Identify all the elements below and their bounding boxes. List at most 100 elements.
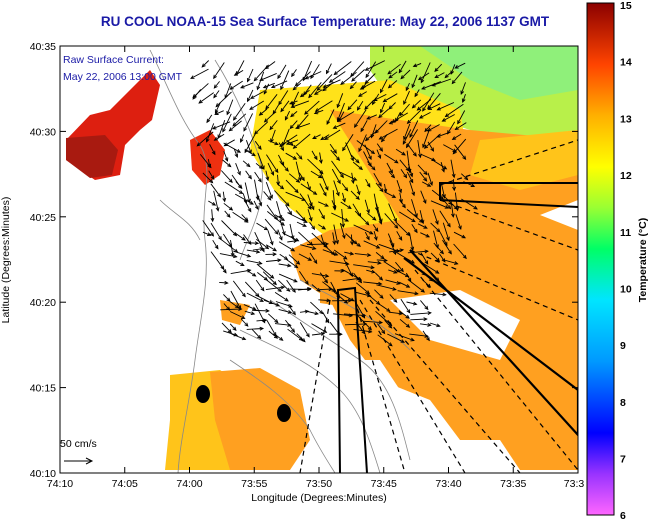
current-vector-head <box>392 250 397 256</box>
current-vector-head <box>421 86 426 90</box>
current-vector <box>277 64 287 79</box>
current-vector-head <box>417 76 423 81</box>
current-vector <box>384 319 392 329</box>
current-vector <box>366 269 375 273</box>
current-vector <box>440 161 445 172</box>
current-vector <box>427 124 440 132</box>
current-vector <box>277 229 283 240</box>
current-vector-head <box>347 298 353 303</box>
current-vector-head <box>298 176 302 182</box>
current-vector <box>277 174 279 185</box>
current-vector <box>244 182 251 203</box>
station-marker-2[interactable] <box>277 404 291 422</box>
current-vector-head <box>301 217 306 222</box>
radar-lines <box>299 139 578 473</box>
current-vector <box>399 103 410 116</box>
current-vector-head <box>388 324 393 329</box>
current-vector <box>232 280 246 297</box>
current-vector <box>213 190 219 211</box>
current-vector <box>243 242 259 244</box>
current-vector-head <box>289 142 294 147</box>
current-vector-head <box>424 305 429 311</box>
current-vector-head <box>241 236 246 241</box>
current-vector-head <box>434 67 439 73</box>
current-vector <box>311 273 329 277</box>
current-vector-head <box>434 220 439 225</box>
current-vector <box>450 159 455 178</box>
current-vector-head <box>277 258 282 263</box>
current-vector <box>306 243 329 246</box>
current-vector <box>257 152 265 170</box>
current-vector <box>256 238 269 249</box>
current-vector <box>350 61 365 77</box>
current-vector <box>274 334 283 341</box>
current-vector <box>210 183 221 197</box>
current-vector <box>246 269 256 277</box>
current-vector <box>234 232 246 241</box>
current-vector <box>420 62 431 83</box>
current-vector-head <box>361 313 367 318</box>
current-vector <box>274 323 291 326</box>
current-vector <box>413 62 422 67</box>
current-vector <box>365 129 378 141</box>
current-vector <box>406 129 418 148</box>
current-vector-head <box>365 290 371 295</box>
current-vector-head <box>344 187 349 192</box>
current-vector-head <box>257 145 262 151</box>
current-vector-head <box>429 181 433 186</box>
current-vector <box>299 193 312 210</box>
current-vector <box>399 281 410 288</box>
current-vector-head <box>295 260 301 265</box>
current-vector-head <box>355 159 360 164</box>
current-vector <box>444 71 453 78</box>
current-vector-head <box>241 315 246 319</box>
current-vector-head <box>391 174 396 179</box>
current-vector <box>284 233 299 242</box>
current-vector <box>208 170 215 180</box>
current-vector-head <box>236 149 241 153</box>
current-vector-head <box>420 288 425 293</box>
current-vector-head <box>213 94 218 99</box>
current-vector-head <box>402 140 407 145</box>
current-vector-head <box>280 85 284 91</box>
current-vector <box>406 272 412 282</box>
current-vector-head <box>406 309 411 314</box>
current-vector-head <box>451 79 456 85</box>
map-plot-area[interactable] <box>60 46 578 473</box>
current-vector-head <box>439 195 444 200</box>
current-vector-head <box>347 205 352 210</box>
current-vector <box>422 279 431 288</box>
current-vector-head <box>371 166 376 171</box>
current-vector <box>282 128 290 146</box>
current-vector-head <box>416 106 421 111</box>
current-vector <box>243 199 252 212</box>
current-vector <box>384 213 398 229</box>
current-vector-head <box>409 178 414 184</box>
colorbar-tick-label: 14 <box>620 57 632 69</box>
current-vector-head <box>254 241 260 246</box>
current-vector-head <box>350 241 354 246</box>
current-vector-head <box>439 250 444 255</box>
current-vector-head <box>442 292 447 297</box>
current-vector <box>201 60 210 68</box>
x-tick-label: 73:50 <box>306 478 332 490</box>
current-vector <box>455 122 467 130</box>
current-vector-head <box>316 86 321 91</box>
current-vector <box>265 286 285 291</box>
current-vector-head <box>313 155 318 161</box>
current-vector <box>221 239 238 253</box>
current-vector-head <box>292 86 297 91</box>
current-vector <box>440 182 446 198</box>
current-vector <box>341 183 348 191</box>
current-vector <box>243 304 256 310</box>
current-vector <box>231 333 246 340</box>
station-marker-1[interactable] <box>196 385 210 403</box>
current-vector-head <box>355 195 360 201</box>
current-vector-head <box>314 108 320 112</box>
current-vector <box>289 223 294 239</box>
current-vector-head <box>246 253 252 258</box>
current-vector <box>364 291 380 305</box>
current-vector-head <box>207 163 212 169</box>
current-vector <box>245 140 252 154</box>
current-vector <box>419 210 424 224</box>
